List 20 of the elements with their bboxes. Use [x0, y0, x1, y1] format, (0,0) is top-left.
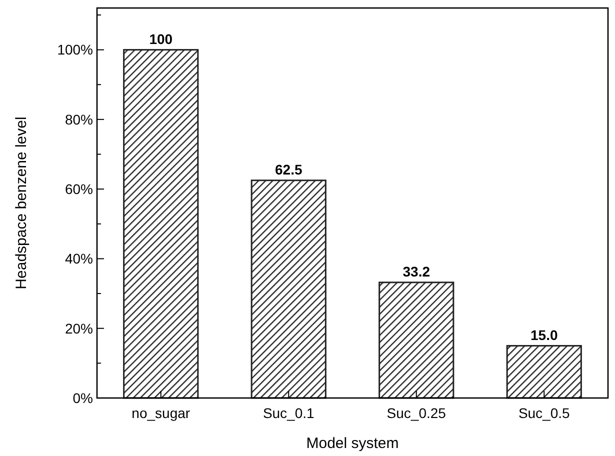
y-tick-label: 0% [72, 390, 93, 406]
data-label: 33.2 [402, 263, 430, 280]
data-label: 62.5 [275, 161, 302, 178]
x-tick-label: Suc_0.5 [518, 405, 570, 421]
y-tick-label: 100% [57, 42, 93, 58]
y-tick-label: 80% [64, 111, 93, 128]
data-label: 15.0 [530, 326, 558, 343]
y-tick-label: 40% [64, 250, 93, 267]
y-axis-title: Headspace benzene level [13, 116, 30, 290]
y-tick-label: 20% [64, 320, 93, 336]
bar [123, 49, 199, 399]
data-label: 100 [149, 30, 173, 47]
bar [506, 345, 582, 399]
y-tick-label: 60% [64, 180, 93, 197]
x-tick-label: Suc_0.1 [262, 405, 315, 421]
bar [250, 180, 326, 399]
bar [378, 282, 454, 399]
x-tick-label: no_sugar [132, 405, 190, 421]
x-axis-title: Model system [306, 435, 399, 452]
x-tick-label: Suc_0.25 [386, 405, 446, 421]
